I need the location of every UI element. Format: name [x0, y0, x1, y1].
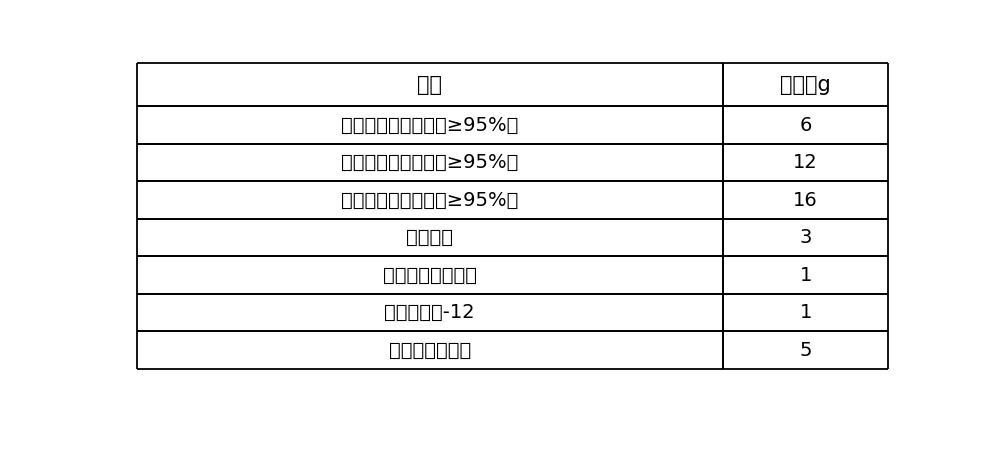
Bar — [723, 294, 888, 331]
Text: 3: 3 — [799, 228, 812, 247]
Bar — [137, 331, 723, 369]
Bar — [723, 106, 888, 144]
Text: 质量，g: 质量，g — [780, 75, 831, 95]
Bar — [723, 144, 888, 182]
Bar — [137, 294, 723, 331]
Bar — [723, 182, 888, 219]
Bar — [723, 257, 888, 294]
Bar — [137, 182, 723, 219]
Bar — [137, 257, 723, 294]
Text: 十七酸十三酯（纯度≥95%）: 十七酸十三酯（纯度≥95%） — [341, 153, 518, 172]
Text: 壬苯醇醚: 壬苯醇醚 — [406, 228, 453, 247]
Bar — [137, 219, 723, 257]
Text: 十四酸十四酯（纯度≥95%）: 十四酸十四酯（纯度≥95%） — [341, 191, 518, 210]
Bar — [137, 63, 723, 106]
Text: 聚氧乙烯月桂醇醚: 聚氧乙烯月桂醇醚 — [383, 266, 477, 285]
Text: 组分: 组分 — [417, 75, 442, 95]
Text: 6: 6 — [799, 116, 812, 135]
Text: 1: 1 — [799, 303, 812, 322]
Bar — [723, 331, 888, 369]
Text: 5: 5 — [799, 341, 812, 359]
Bar — [137, 106, 723, 144]
Text: 1: 1 — [799, 266, 812, 285]
Bar — [137, 144, 723, 182]
Text: 12: 12 — [793, 153, 818, 172]
Bar — [723, 219, 888, 257]
Text: 鲸蜡醇聚醚-12: 鲸蜡醇聚醚-12 — [384, 303, 475, 322]
Text: 16: 16 — [793, 191, 818, 210]
Text: 聚乙烯基环丁烷: 聚乙烯基环丁烷 — [389, 341, 471, 359]
Text: 十五酸十三酯（纯度≥95%）: 十五酸十三酯（纯度≥95%） — [341, 116, 518, 135]
Bar — [723, 63, 888, 106]
